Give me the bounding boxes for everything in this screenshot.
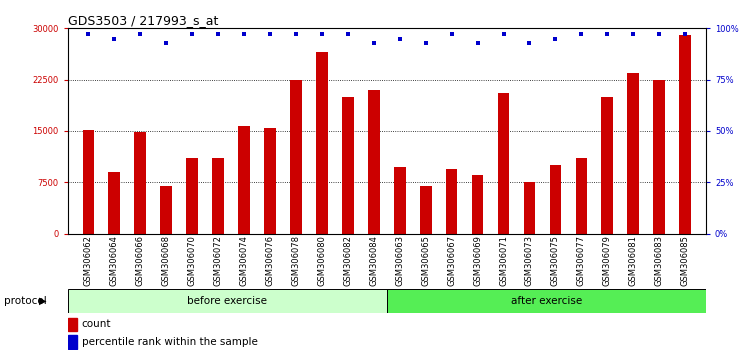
Bar xyxy=(627,73,639,234)
Point xyxy=(134,32,146,37)
Bar xyxy=(387,289,706,313)
Bar xyxy=(290,80,302,234)
Point xyxy=(653,32,665,37)
Text: before exercise: before exercise xyxy=(187,296,267,306)
Bar xyxy=(523,182,535,234)
Point xyxy=(316,32,328,37)
Bar xyxy=(550,165,561,234)
Bar xyxy=(161,186,172,234)
Point xyxy=(550,36,562,41)
Point xyxy=(342,32,354,37)
Bar xyxy=(446,169,457,234)
Bar xyxy=(368,90,379,234)
Point xyxy=(445,32,457,37)
Bar xyxy=(264,127,276,234)
Point xyxy=(290,32,302,37)
Point xyxy=(264,32,276,37)
Bar xyxy=(420,186,432,234)
Text: protocol: protocol xyxy=(4,296,47,306)
Point xyxy=(368,40,380,46)
Point xyxy=(186,32,198,37)
Text: count: count xyxy=(82,319,111,329)
Bar xyxy=(575,158,587,234)
Point xyxy=(627,32,639,37)
Point xyxy=(160,40,172,46)
Bar xyxy=(134,132,146,234)
Bar xyxy=(68,335,77,349)
Point xyxy=(108,36,120,41)
Bar xyxy=(213,158,224,234)
Point xyxy=(394,36,406,41)
Bar xyxy=(342,97,354,234)
Point xyxy=(420,40,432,46)
Point xyxy=(523,40,535,46)
Bar xyxy=(83,130,94,234)
Point xyxy=(83,32,95,37)
Bar xyxy=(68,318,77,331)
Text: ▶: ▶ xyxy=(39,296,47,306)
Point xyxy=(575,32,587,37)
Bar xyxy=(602,97,613,234)
Bar xyxy=(394,167,406,234)
Bar xyxy=(680,35,691,234)
Bar xyxy=(186,158,198,234)
Point xyxy=(679,32,691,37)
Text: after exercise: after exercise xyxy=(511,296,582,306)
Text: GDS3503 / 217993_s_at: GDS3503 / 217993_s_at xyxy=(68,14,218,27)
Point xyxy=(602,32,614,37)
Bar xyxy=(472,176,484,234)
Point xyxy=(238,32,250,37)
Bar xyxy=(108,172,120,234)
Point xyxy=(212,32,224,37)
Point xyxy=(497,32,509,37)
Bar xyxy=(653,80,665,234)
Point xyxy=(472,40,484,46)
Text: percentile rank within the sample: percentile rank within the sample xyxy=(82,337,258,347)
Bar xyxy=(498,93,509,234)
Bar xyxy=(68,289,387,313)
Bar xyxy=(238,126,250,234)
Bar xyxy=(316,52,327,234)
